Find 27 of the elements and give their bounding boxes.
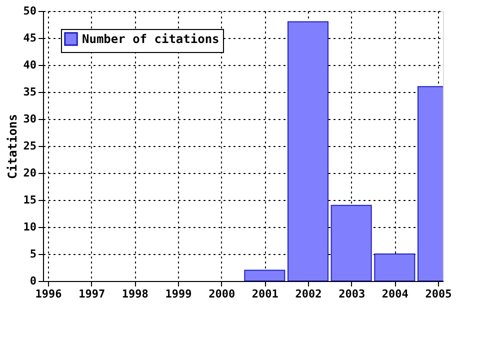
bar <box>374 254 416 281</box>
y-tick-label: 0 <box>30 274 36 288</box>
x-tick-label: 2005 <box>425 288 452 300</box>
x-tick-label: 1999 <box>165 288 192 300</box>
y-tick-label: 20 <box>23 166 36 180</box>
x-tick-label: 2002 <box>295 288 322 300</box>
bar <box>330 204 372 281</box>
x-tick-label: 1998 <box>122 288 148 300</box>
bar <box>288 21 328 281</box>
y-axis-title: Citations <box>5 114 20 180</box>
y-tick-label: 40 <box>23 58 36 72</box>
y-tick-label: 15 <box>23 194 36 206</box>
legend-label: Number of citations <box>82 32 220 46</box>
y-tick-label: 30 <box>23 112 36 126</box>
y-tick-label: 35 <box>23 86 36 98</box>
x-tick-label: 1997 <box>78 288 106 300</box>
x-tick-label: 2000 <box>208 288 236 300</box>
bar <box>244 270 286 281</box>
y-tick-label: 25 <box>23 140 36 152</box>
x-tick-label: 2003 <box>338 288 366 300</box>
y-tick-label: 10 <box>23 220 36 234</box>
y-tick-label: 50 <box>23 4 36 18</box>
x-tick-label: 2004 <box>382 288 409 300</box>
x-tick-label: 2001 <box>252 288 279 300</box>
x-tick-label: 1996 <box>35 288 62 300</box>
y-tick-label: 45 <box>23 32 36 44</box>
y-tick-label: 5 <box>30 248 36 260</box>
